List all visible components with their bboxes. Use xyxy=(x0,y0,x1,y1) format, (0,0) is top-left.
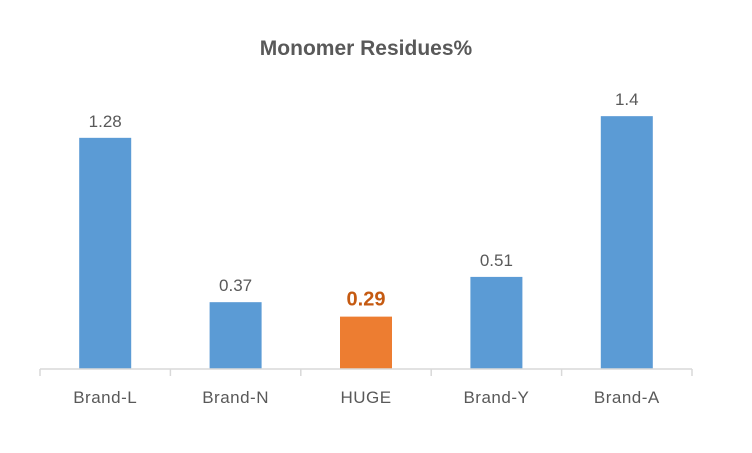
data-label: 0.51 xyxy=(480,251,513,270)
data-label: 0.29 xyxy=(347,289,386,311)
x-tick-label: Brand-Y xyxy=(463,388,529,407)
bar-brand-n xyxy=(209,302,262,369)
x-tick-label: HUGE xyxy=(340,388,391,407)
bar-brand-y xyxy=(470,276,523,369)
data-label: 0.37 xyxy=(219,276,252,295)
x-tick-label: Brand-N xyxy=(202,388,269,407)
chart-title: Monomer Residues% xyxy=(260,37,473,60)
data-label: 1.4 xyxy=(615,90,639,109)
x-axis: Brand-L Brand-N HUGE Brand-Y Brand-A xyxy=(39,368,693,407)
x-tick-label: Brand-L xyxy=(73,388,137,407)
bar-brand-a xyxy=(600,116,653,369)
data-label: 1.28 xyxy=(89,112,122,131)
bar-huge xyxy=(340,316,392,369)
bar-brand-l xyxy=(79,137,132,369)
x-tick-label: Brand-A xyxy=(594,388,660,407)
